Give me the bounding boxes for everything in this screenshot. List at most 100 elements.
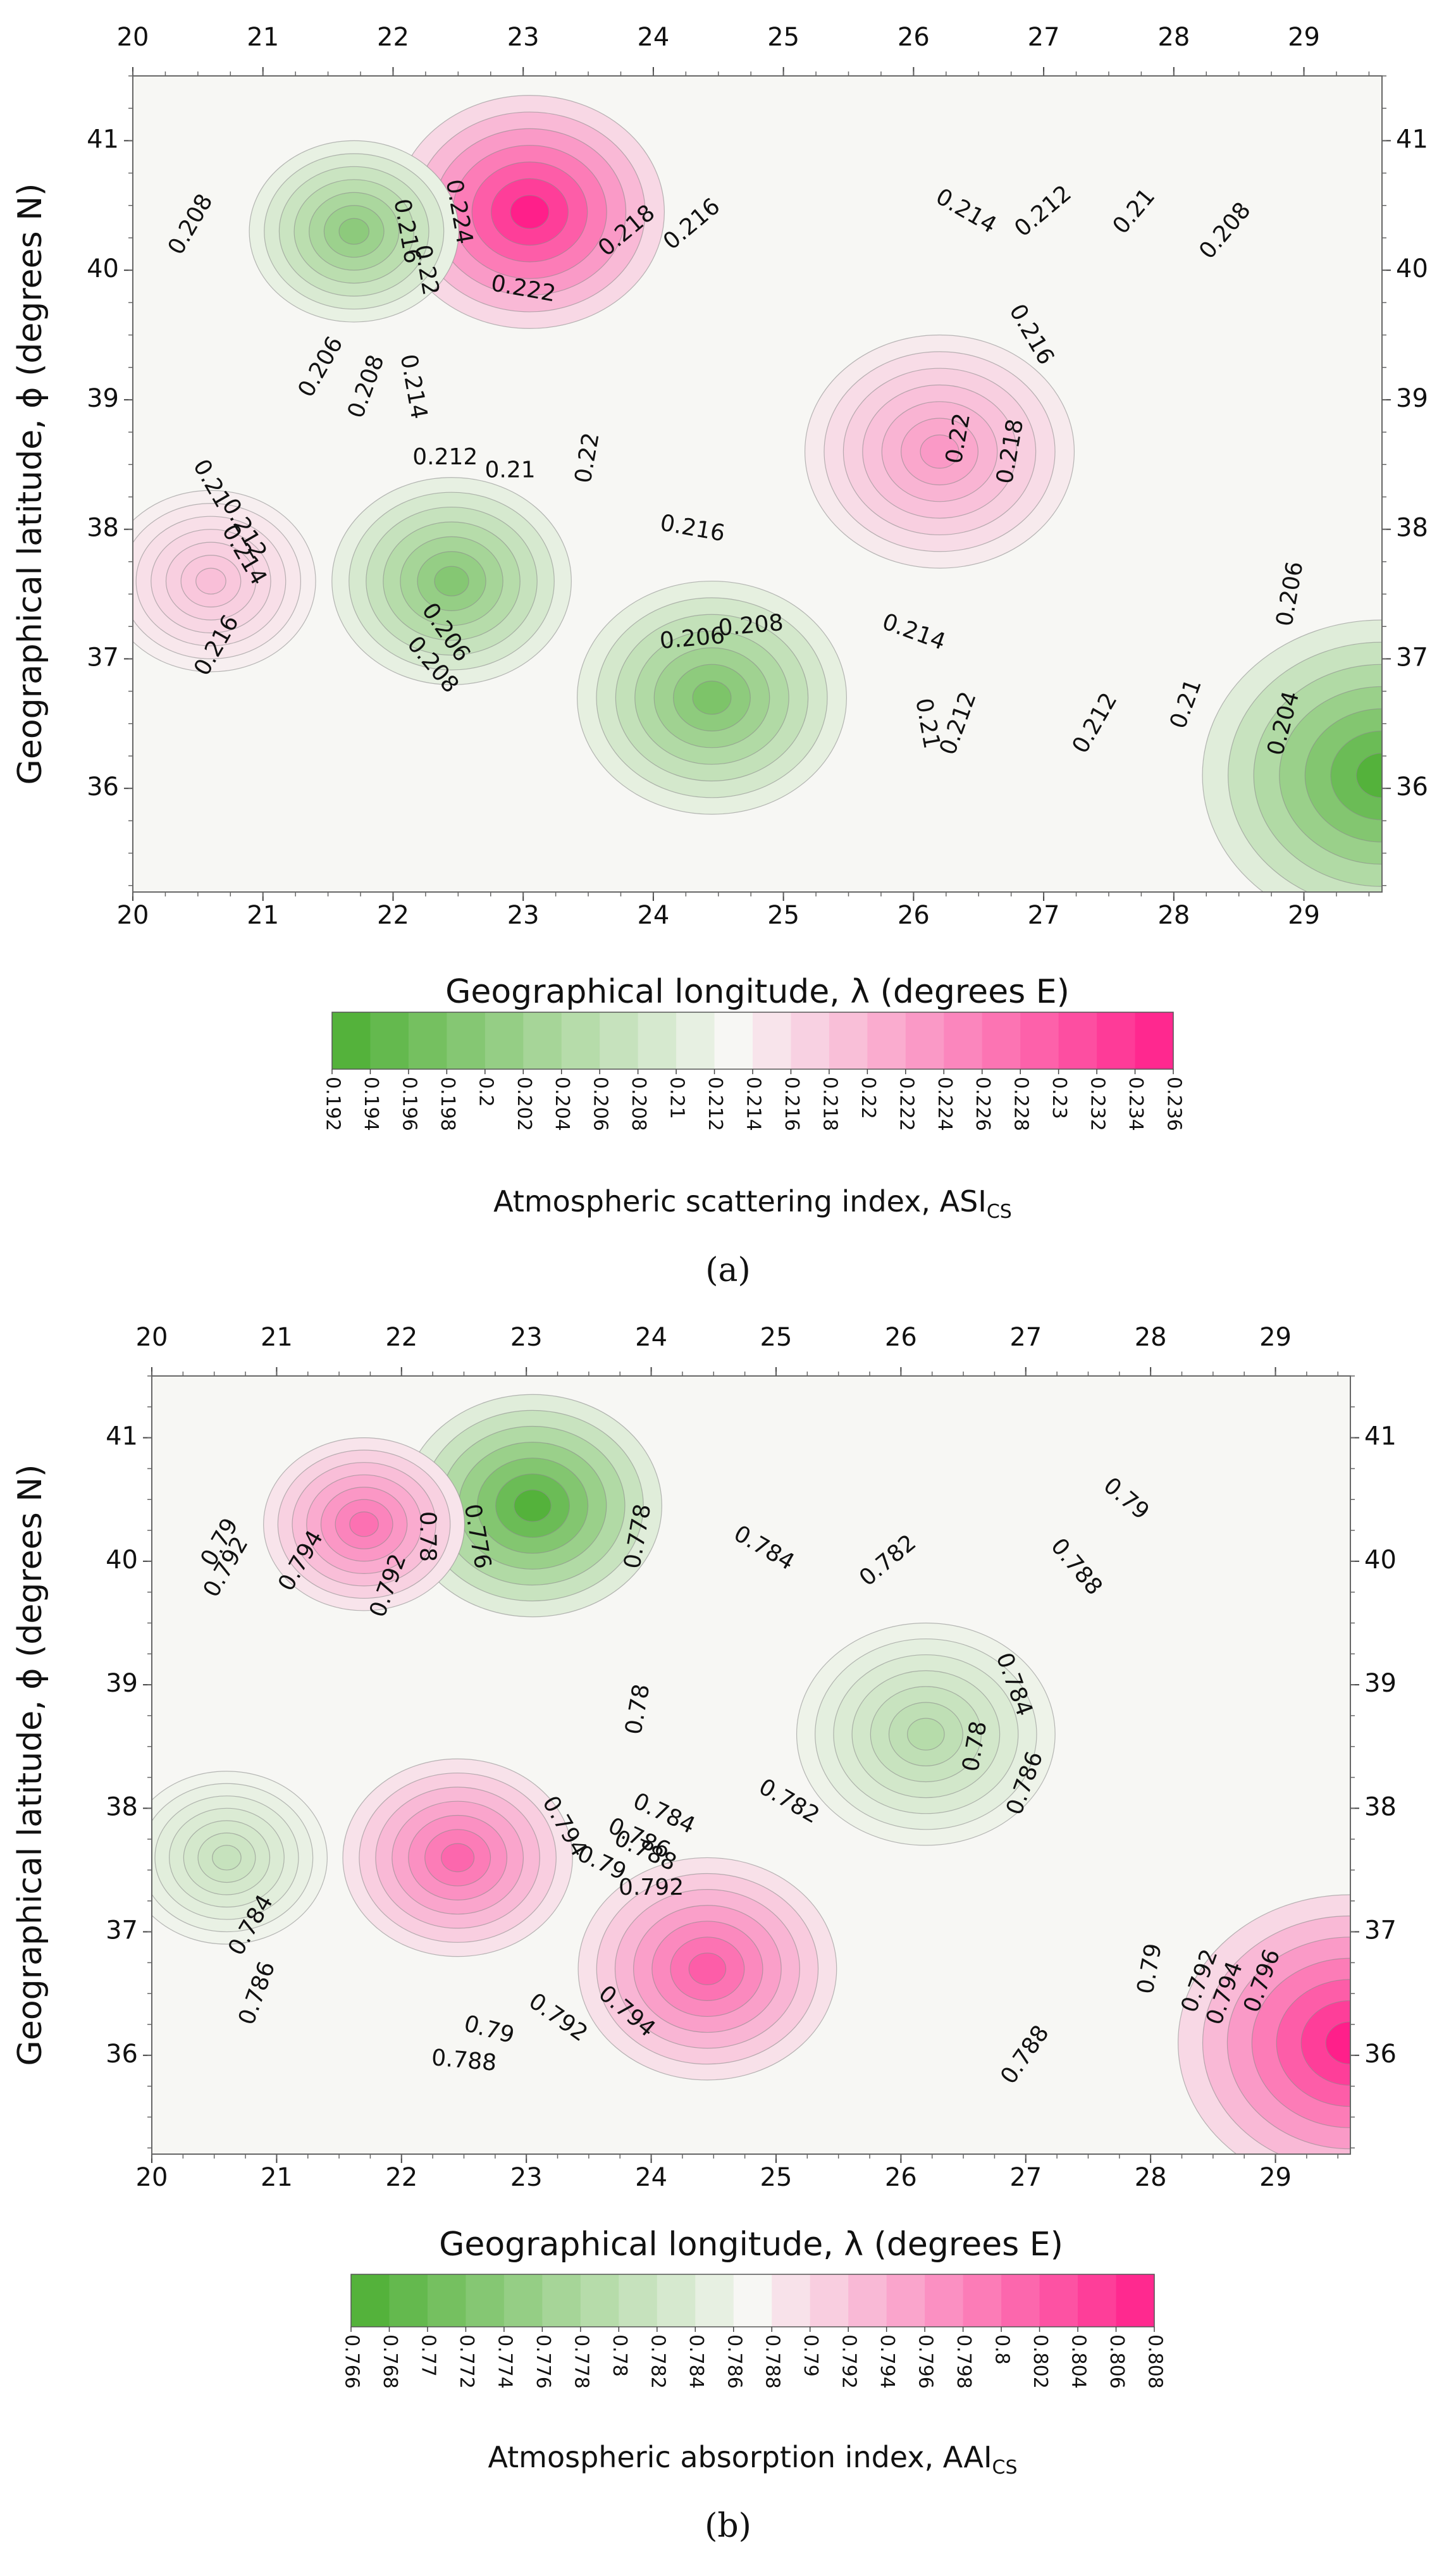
colorbar-tick-label: 0.2 [474,1077,497,1107]
contour-label: 0.212 [412,444,478,470]
x-tick-label-bottom: 23 [510,2163,543,2192]
contour-band [338,218,369,245]
contour-band [441,1843,475,1873]
colorbar-tick-label: 0.794 [876,2334,898,2389]
colorbar-tick-label: 0.208 [627,1077,650,1131]
x-tick-label-bottom: 25 [760,2163,793,2192]
contour-band [514,1489,552,1522]
colorbar-tick-label: 0.766 [341,2334,363,2389]
y-tick-label-left: 36 [106,2040,138,2069]
colorbar-swatch [1135,1012,1174,1069]
contour-label: 0.788 [430,2045,497,2076]
colorbar-title-main: Atmospheric scattering index, ASI [493,1184,987,1218]
y-tick-label-left: 40 [87,254,119,283]
x-tick-label-top: 22 [385,1323,417,1352]
x-tick-label-top: 24 [637,23,669,52]
contour-label: 0.21 [485,457,536,483]
colorbar-tick-label: 0.78 [608,2334,631,2377]
x-tick-label-bottom: 29 [1288,901,1320,930]
x-tick-label-top: 27 [1009,1323,1042,1352]
x-tick-label-bottom: 24 [637,901,669,930]
colorbar-swatch [580,2274,619,2327]
colorbar-tick-label: 0.192 [322,1077,344,1131]
colorbar-tick-label: 0.77 [417,2334,439,2377]
x-tick-label-bottom: 29 [1259,2163,1292,2192]
y-tick-label-left: 39 [106,1669,138,1698]
contour-band [212,1845,242,1871]
colorbar-swatch [638,1012,677,1069]
x-tick-label-bottom: 28 [1157,901,1190,930]
contour-label: 0.792 [619,1874,684,1900]
colorbar-title-subscript: CS [987,1201,1012,1223]
x-tick-label-top: 26 [898,23,930,52]
x-tick-label-top: 23 [507,23,540,52]
x-tick-label-top: 23 [510,1323,543,1352]
colorbar-tick-label: 0.804 [1068,2334,1090,2389]
x-tick-label-top: 29 [1288,23,1320,52]
y-axis-label: Geographical latitude, ϕ (degrees N) [11,1465,49,2066]
x-tick-label-top: 27 [1028,23,1060,52]
colorbar-swatch [1001,2274,1040,2327]
colorbar-tick-label: 0.194 [360,1077,382,1131]
colorbar-swatch [619,2274,658,2327]
x-tick-label-bottom: 22 [377,901,409,930]
colorbar-swatch [1078,2274,1117,2327]
y-tick-label-left: 36 [87,772,119,802]
y-tick-label-left: 40 [106,1546,138,1575]
contour-band [692,680,732,715]
colorbar-swatch [600,1012,639,1069]
colorbar-swatch [925,2274,964,2327]
contour-band [920,434,959,469]
y-tick-label-right: 41 [1396,125,1428,154]
colorbar-swatch [1039,2274,1078,2327]
x-tick-label-bottom: 20 [117,901,149,930]
colorbar-swatch [1020,1012,1059,1069]
x-tick-label-bottom: 28 [1135,2163,1167,2192]
colorbar-tick-label: 0.796 [915,2334,937,2389]
y-tick-label-right: 38 [1364,1792,1397,1821]
colorbar-swatch [332,1012,371,1069]
y-tick-label-left: 41 [87,125,119,154]
colorbar-tick-label: 0.782 [646,2334,669,2389]
colorbar-tick-label: 0.224 [934,1077,956,1131]
colorbar-swatch [905,1012,944,1069]
x-tick-label-top: 26 [885,1323,917,1352]
colorbar-title-main: Atmospheric absorption index, AAI [488,2440,992,2474]
colorbar-tick-label: 0.798 [953,2334,975,2389]
colorbar-swatch [772,2274,811,2327]
chart-panel-b: 0.79 0.792 0.794 0.792 0.78 0.776 0.778 0.784 0.… [11,1323,1397,2545]
x-tick-label-top: 28 [1157,23,1190,52]
colorbar-swatch [791,1012,830,1069]
colorbar-swatch [657,2274,696,2327]
y-tick-label-left: 39 [87,384,119,413]
colorbar-swatch [810,2274,849,2327]
colorbar-swatch [867,1012,906,1069]
colorbar-swatch [503,2274,543,2327]
x-tick-label-top: 28 [1135,1323,1167,1352]
x-tick-label-top: 29 [1259,1323,1292,1352]
colorbar-tick-label: 0.778 [570,2334,592,2389]
colorbar-tick-label: 0.802 [1029,2334,1051,2389]
colorbar-tick-label: 0.792 [838,2334,860,2389]
colorbar-tick-label: 0.228 [1010,1077,1032,1131]
x-tick-label-bottom: 26 [885,2163,917,2192]
contour-label: 0.206 [658,623,725,654]
colorbar-swatch [848,2274,887,2327]
x-tick-label-bottom: 21 [261,2163,293,2192]
panel-label: (a) [705,1251,751,1289]
y-tick-label-right: 40 [1396,254,1428,283]
y-tick-label-left: 37 [106,1916,138,1945]
x-tick-label-bottom: 21 [247,901,279,930]
x-tick-label-top: 20 [136,1323,168,1352]
colorbar-swatch [714,1012,753,1069]
y-tick-label-right: 37 [1364,1916,1397,1945]
y-axis-label: Geographical latitude, ϕ (degrees N) [11,183,49,785]
colorbar-tick-label: 0.806 [1106,2334,1128,2389]
colorbar-tick-label: 0.8 [991,2334,1013,2365]
colorbar-tick-label: 0.232 [1087,1077,1109,1131]
colorbar-tick-label: 0.768 [379,2334,401,2389]
y-tick-label-left: 37 [87,643,119,672]
colorbar-title: Atmospheric scattering index, ASICS [493,1184,1012,1223]
